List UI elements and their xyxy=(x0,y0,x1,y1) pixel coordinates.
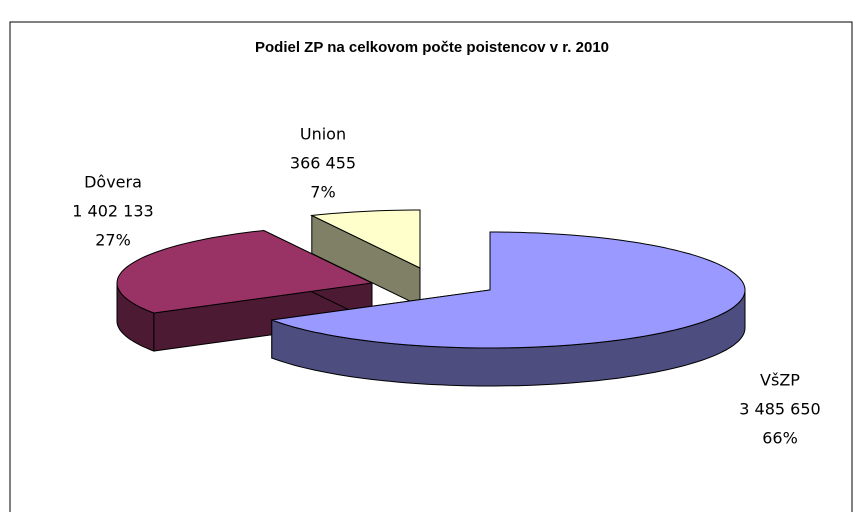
slice-top xyxy=(116,229,374,314)
slice-label-name: VšZP xyxy=(760,371,800,390)
slice-label-value: 366 455 xyxy=(290,154,356,173)
slice-label-name: Union xyxy=(300,125,346,144)
slice-label-percent: 27% xyxy=(95,231,131,250)
slice-top xyxy=(310,209,421,269)
slice-label-percent: 7% xyxy=(310,183,335,202)
slice-label-name: Dôvera xyxy=(84,173,142,192)
slice-label-percent: 66% xyxy=(762,429,798,448)
slice-label-value: 3 485 650 xyxy=(739,400,820,419)
slice-label-value: 1 402 133 xyxy=(72,202,153,221)
slice-top xyxy=(271,231,746,349)
pie-slice xyxy=(271,231,746,387)
chart-title: Podiel ZP na celkovom počte poistencov v… xyxy=(255,39,609,56)
